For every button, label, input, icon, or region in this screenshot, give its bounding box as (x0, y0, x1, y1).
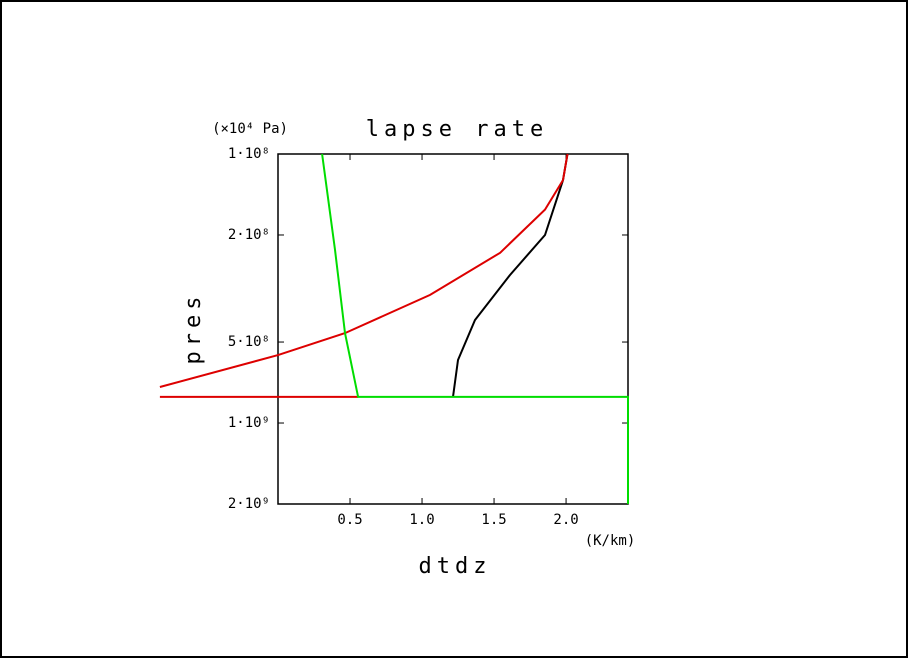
x-tick-label: 2.0 (553, 512, 578, 528)
y-tick-label: 1·10⁹ (228, 415, 270, 431)
data-line (159, 153, 569, 398)
x-unit: (K/km) (585, 533, 636, 549)
x-tick-label: 1.0 (409, 512, 434, 528)
y-tick-label: 2·10⁹ (228, 496, 270, 512)
plot-box (277, 153, 629, 505)
data-line (321, 153, 629, 504)
x-tick-label: 0.5 (337, 512, 362, 528)
y-tick-label: 2·10⁸ (228, 227, 270, 243)
y-tick-label: 5·10⁸ (228, 334, 270, 350)
y-label: pres (181, 292, 206, 365)
y-unit: (×10⁴ Pa) (212, 121, 288, 137)
chart-title: lapse rate (366, 117, 548, 142)
x-tick-label: 1.5 (481, 512, 506, 528)
y-tick-label: 1·10⁸ (228, 146, 270, 162)
x-label: dtdz (419, 554, 492, 579)
